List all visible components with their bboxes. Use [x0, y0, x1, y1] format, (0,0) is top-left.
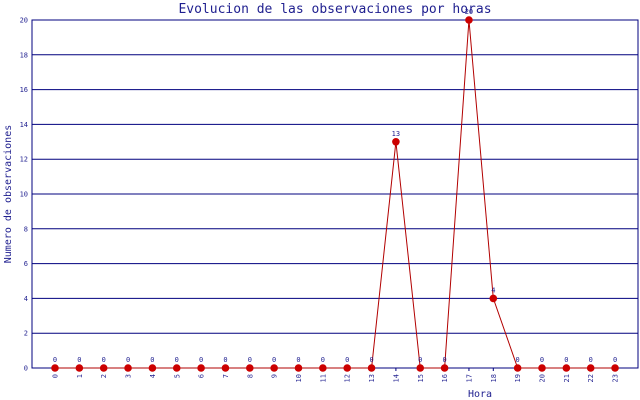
data-point [172, 364, 181, 372]
x-tick-label: 15 [417, 374, 425, 382]
x-tick-label: 19 [514, 374, 522, 382]
data-label: 0 [175, 356, 179, 364]
x-tick-label: 21 [563, 374, 571, 382]
data-point [440, 364, 449, 372]
x-tick-label: 14 [392, 374, 400, 382]
data-label: 0 [296, 356, 300, 364]
x-tick-label: 23 [612, 374, 620, 382]
data-label: 0 [77, 356, 81, 364]
y-tick-label: 0 [24, 365, 28, 373]
y-tick-label: 2 [24, 330, 28, 338]
x-tick-label: 17 [465, 374, 473, 382]
data-label: 0 [248, 356, 252, 364]
grid-lines [32, 19, 638, 369]
data-label: 0 [564, 356, 568, 364]
x-axis-ticks: 0 1 2 3 4 5 6 7 8 9 10 11 12 13 14 15 16 17 18 19 20 21 22 23 [52, 368, 620, 382]
data-label: 0 [613, 356, 617, 364]
x-tick-label: 16 [441, 374, 449, 382]
data-point [513, 364, 522, 372]
data-point [319, 364, 327, 372]
data-label: 0 [516, 356, 520, 364]
y-tick-label: 16 [20, 86, 28, 94]
data-label: 0 [540, 356, 544, 364]
x-tick-label: 3 [125, 374, 133, 378]
data-label: 0 [418, 356, 422, 364]
x-tick-label: 4 [149, 374, 157, 378]
data-point [270, 364, 278, 372]
data-label: 4 [491, 286, 495, 294]
y-tick-label: 8 [24, 225, 28, 233]
data-label: 0 [126, 356, 130, 364]
data-point [611, 364, 619, 372]
data-label: 0 [102, 356, 106, 364]
x-tick-label: 6 [198, 374, 206, 378]
x-tick-label: 7 [222, 374, 230, 378]
data-point [124, 364, 132, 372]
data-point [75, 364, 84, 372]
data-point [294, 364, 303, 372]
data-label: 0 [272, 356, 276, 364]
x-tick-label: 12 [344, 374, 352, 382]
data-label: 20 [465, 8, 473, 16]
y-tick-label: 20 [20, 17, 28, 25]
x-tick-label: 2 [100, 374, 108, 378]
data-point [416, 364, 425, 372]
x-axis-label: Hora [468, 389, 492, 400]
data-label: 0 [369, 356, 373, 364]
data-label: 0 [199, 356, 203, 364]
data-point [99, 364, 108, 372]
data-label: 0 [442, 356, 446, 364]
y-tick-label: 18 [20, 51, 28, 59]
x-tick-label: 8 [246, 374, 254, 378]
data-label: 0 [589, 356, 593, 364]
data-point [197, 364, 205, 372]
data-point [367, 364, 376, 372]
x-tick-label: 13 [368, 374, 376, 382]
data-point [465, 16, 473, 24]
y-axis-label: Numero de observaciones [3, 125, 14, 263]
y-tick-label: 12 [20, 156, 28, 164]
data-point [586, 364, 595, 372]
x-tick-label: 5 [173, 374, 181, 378]
y-tick-label: 14 [20, 121, 28, 129]
data-point [489, 294, 498, 303]
y-tick-label: 6 [24, 260, 28, 268]
data-point [221, 364, 230, 372]
y-tick-label: 10 [20, 191, 28, 199]
data-point [562, 364, 571, 372]
data-label: 0 [150, 356, 154, 364]
data-label: 0 [223, 356, 227, 364]
y-tick-label: 4 [24, 295, 28, 303]
x-tick-label: 9 [271, 374, 279, 378]
x-tick-label: 22 [587, 374, 595, 382]
x-tick-label: 20 [539, 374, 547, 382]
data-point [392, 138, 400, 146]
data-label: 13 [392, 130, 400, 138]
y-axis-ticks: 0 2 4 6 8 10 12 14 16 18 20 [20, 17, 28, 373]
data-point [343, 364, 352, 372]
x-tick-label: 10 [295, 374, 303, 382]
x-tick-label: 1 [76, 374, 84, 378]
data-point [148, 364, 157, 372]
data-points [51, 16, 619, 372]
x-tick-label: 18 [490, 374, 498, 382]
data-point [51, 364, 59, 372]
data-label: 0 [321, 356, 325, 364]
data-label: 0 [345, 356, 349, 364]
data-point [538, 364, 546, 372]
data-point [246, 364, 254, 372]
x-tick-label: 11 [319, 374, 327, 382]
chart-title: Evolucion de las observaciones por horas [178, 2, 491, 17]
series-line [55, 19, 616, 369]
x-tick-label: 0 [52, 374, 60, 378]
data-label: 0 [53, 356, 57, 364]
